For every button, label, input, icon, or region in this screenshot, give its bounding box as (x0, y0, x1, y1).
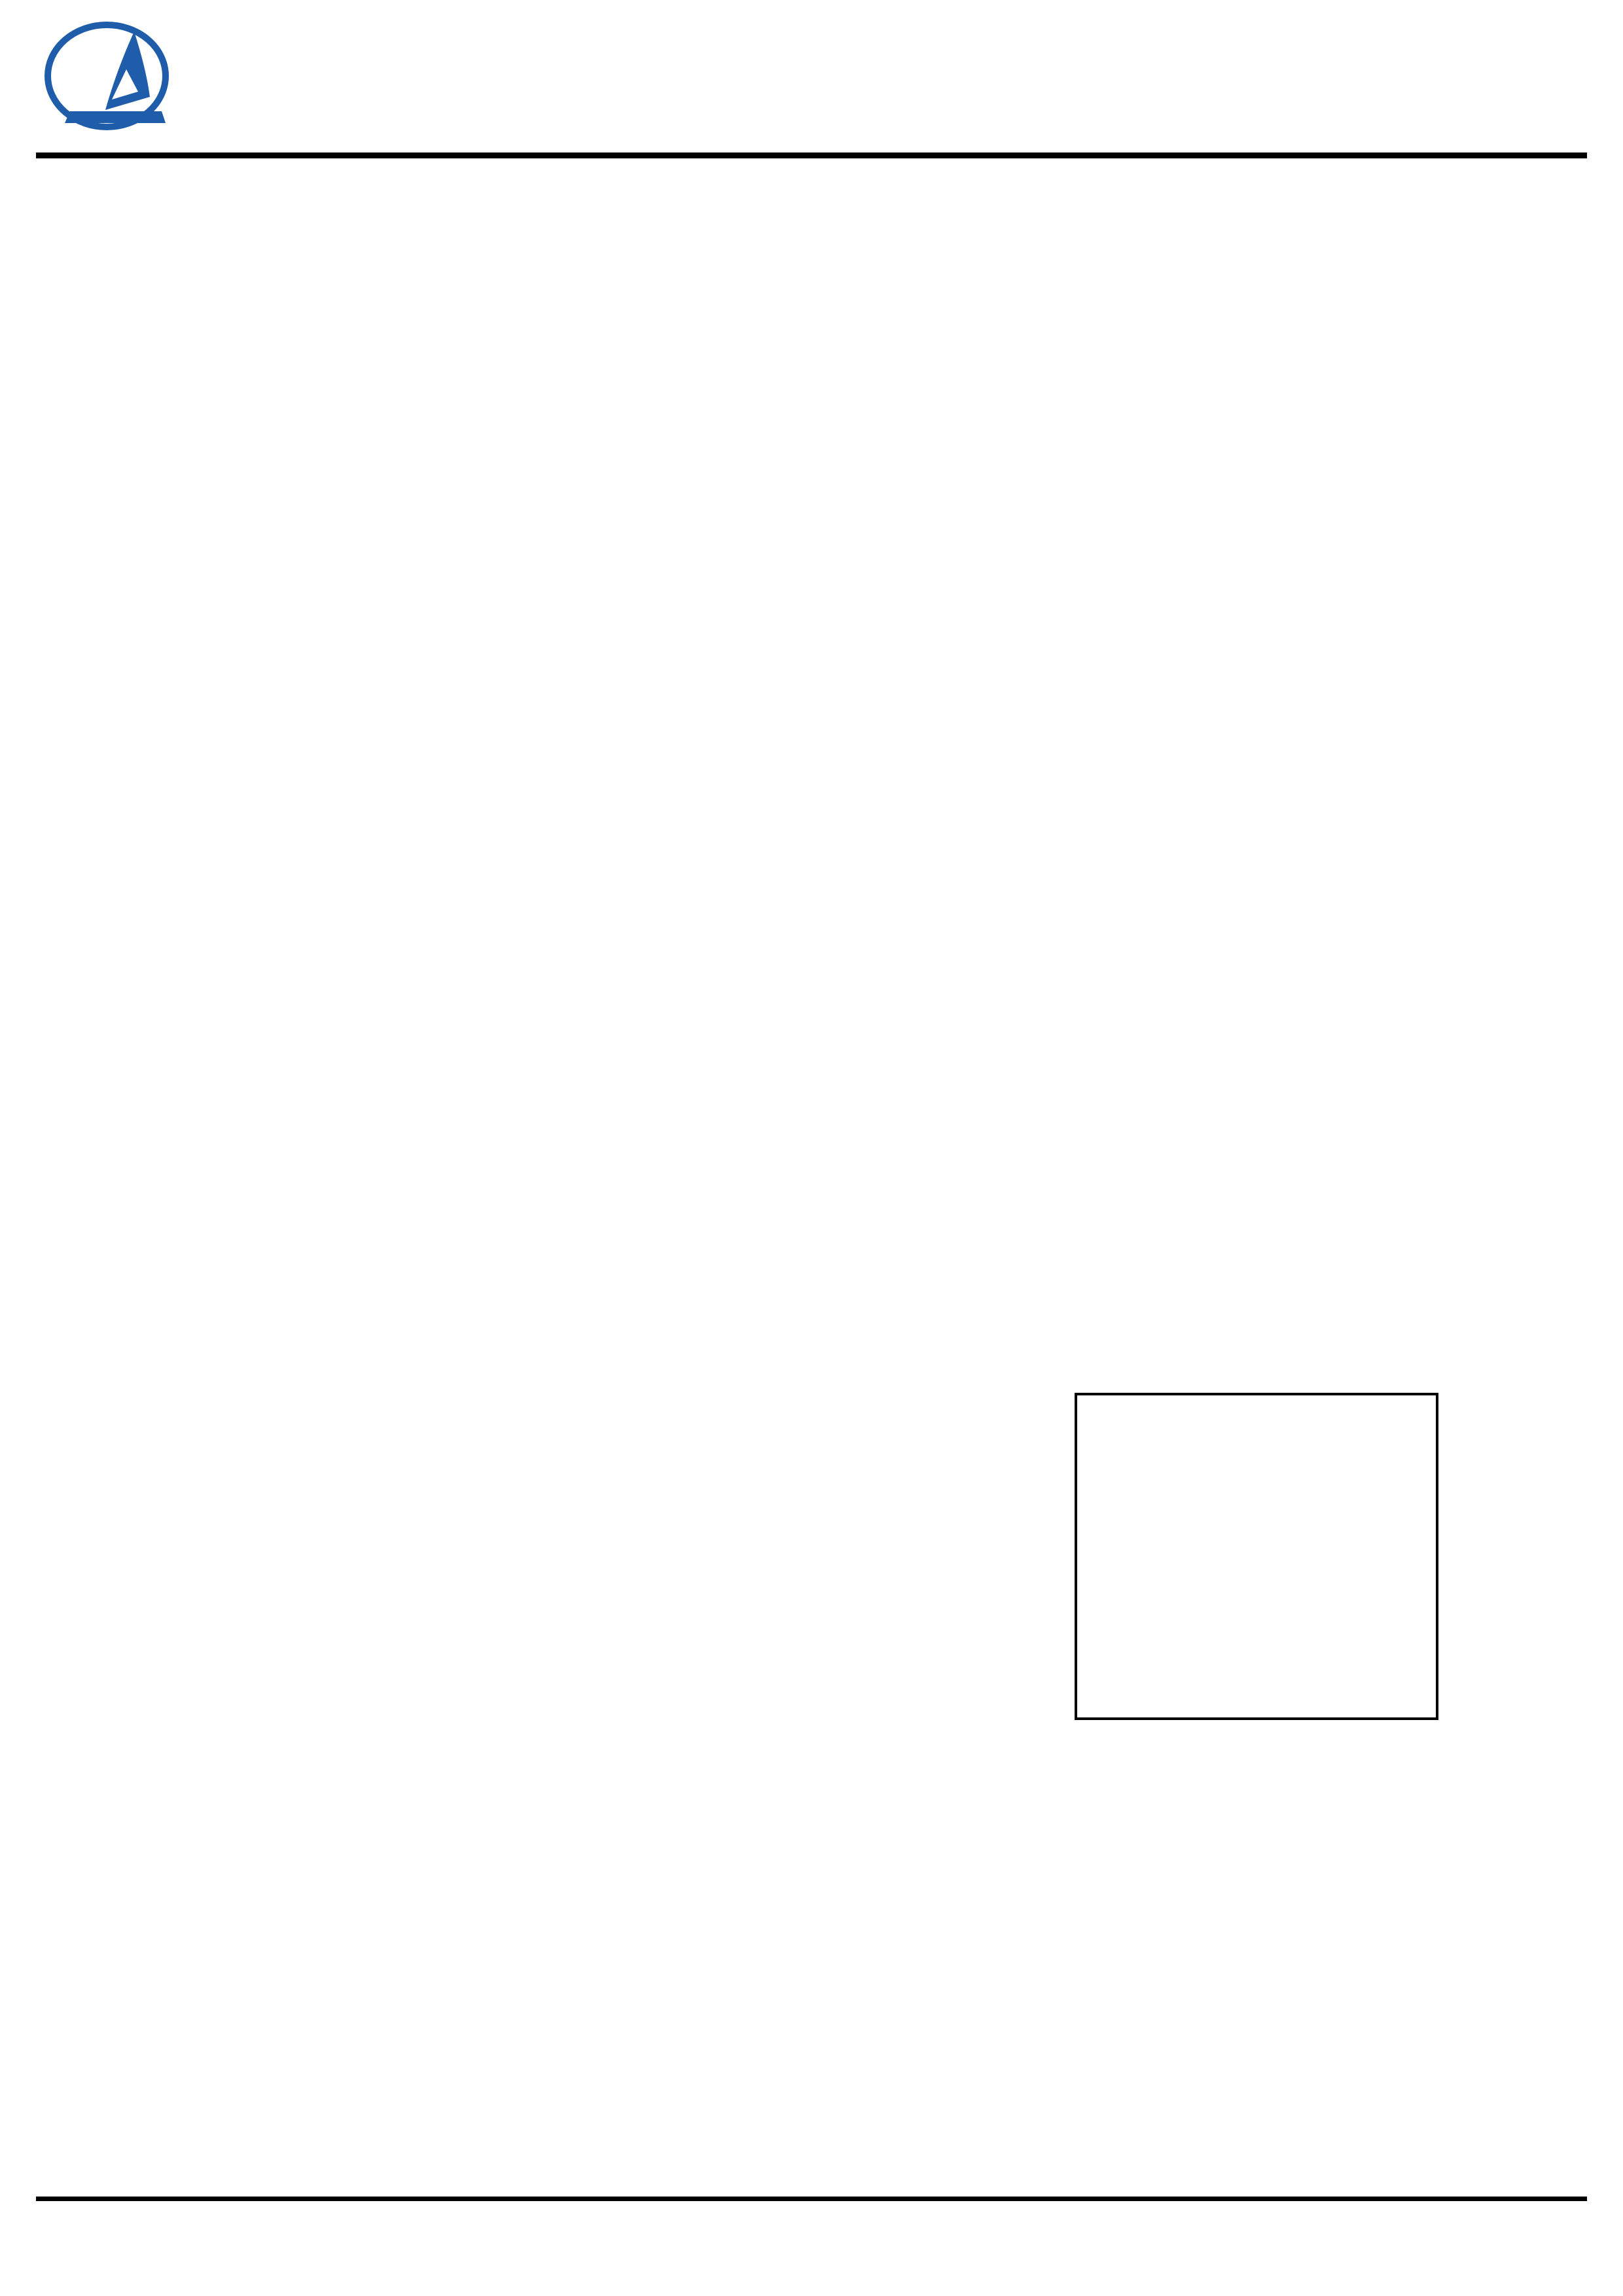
soa-svg (52, 288, 929, 1073)
thermal-chart (59, 1158, 1590, 2036)
lrc-logo (45, 22, 169, 130)
duty-cycle-inset (1075, 1393, 1438, 1720)
header-rule (36, 152, 1587, 158)
footer-rule (36, 2197, 1587, 2201)
boat-icon (45, 22, 169, 130)
pulse-waveform-diagram (1077, 1395, 1436, 1556)
soa-chart (52, 288, 929, 1073)
